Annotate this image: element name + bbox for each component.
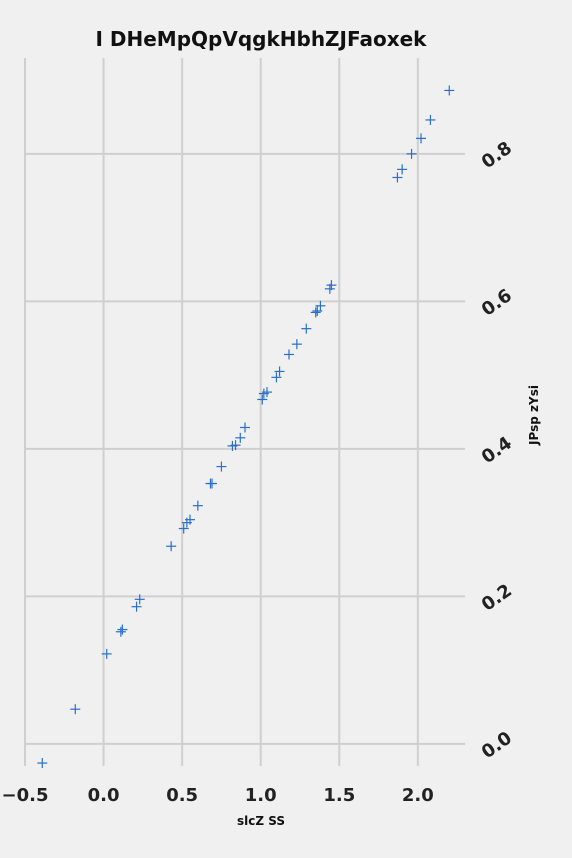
data-point [301, 323, 312, 334]
y-axis-label: JPsp zYsi [527, 385, 541, 446]
data-point [178, 523, 189, 534]
data-point [392, 172, 403, 183]
data-point [312, 305, 323, 316]
y-tick-labels: 0.0 0.2 0.4 0.6 0.8 [478, 138, 516, 763]
data-point [115, 626, 126, 637]
data-point [70, 704, 81, 715]
y-tick-label: 0.4 [478, 433, 516, 468]
data-point [117, 624, 128, 635]
data-point [262, 387, 272, 398]
data-point [134, 594, 145, 605]
y-tick-label: 0.6 [478, 285, 516, 320]
data-point [315, 300, 326, 311]
x-tick-label: 1.5 [323, 785, 355, 806]
data-point [326, 280, 337, 291]
data-point [406, 148, 417, 159]
data-point [310, 307, 321, 318]
chart-title: I DHeMpQpVqgkHbhZJFaoxek [96, 27, 428, 51]
x-tick-labels: −0.5 0.0 0.5 1.0 1.5 2.0 [2, 785, 434, 806]
data-point [192, 500, 203, 511]
data-point [425, 114, 436, 125]
data-point [101, 648, 112, 659]
data-point [131, 601, 142, 612]
data-point [166, 541, 177, 552]
y-tick-label: 0.0 [478, 728, 516, 763]
y-gridlines [25, 152, 465, 745]
data-point [216, 461, 227, 472]
data-point [257, 394, 268, 405]
data-point [207, 478, 217, 489]
data-point [416, 133, 426, 144]
y-tick-label: 0.8 [478, 138, 516, 173]
y-tick-label: 0.2 [478, 580, 516, 615]
x-tick-label: 0.0 [88, 785, 120, 806]
data-point [397, 164, 408, 175]
x-gridlines [24, 58, 419, 766]
data-point [240, 422, 250, 433]
x-tick-label: 0.5 [166, 785, 198, 806]
data-point [274, 366, 285, 377]
x-tick-label: −0.5 [2, 785, 49, 806]
data-point [235, 432, 246, 443]
data-point [185, 514, 195, 525]
x-axis-label: slcZ SS [237, 814, 285, 828]
data-point [37, 758, 48, 769]
x-tick-label: 2.0 [402, 785, 434, 806]
data-point [271, 372, 282, 383]
data-points [37, 85, 455, 769]
data-point [284, 349, 294, 360]
data-point [444, 85, 455, 96]
data-point [230, 440, 241, 451]
x-tick-label: 1.0 [245, 785, 277, 806]
data-point [291, 339, 302, 350]
